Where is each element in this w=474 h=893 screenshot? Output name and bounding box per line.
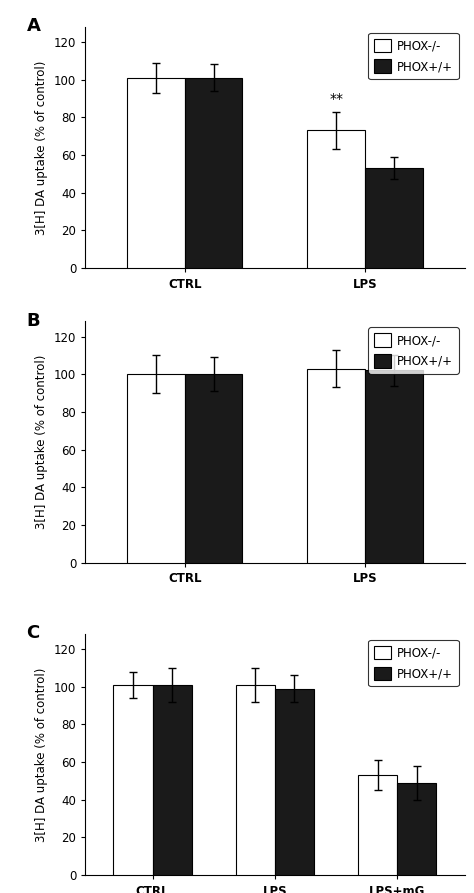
Y-axis label: 3[H] DA uptake (% of control): 3[H] DA uptake (% of control) <box>36 355 48 530</box>
Text: B: B <box>27 312 40 330</box>
Bar <box>185 374 242 563</box>
Y-axis label: 3[H] DA uptake (% of control): 3[H] DA uptake (% of control) <box>36 667 48 842</box>
Bar <box>127 374 185 563</box>
Y-axis label: 3[H] DA uptake (% of control): 3[H] DA uptake (% of control) <box>36 60 48 235</box>
Bar <box>153 685 192 875</box>
Bar <box>358 775 397 875</box>
Text: C: C <box>27 624 40 642</box>
Bar <box>113 685 153 875</box>
Legend: PHOX-/-, PHOX+/+: PHOX-/-, PHOX+/+ <box>368 33 459 79</box>
Text: A: A <box>27 17 40 35</box>
Legend: PHOX-/-, PHOX+/+: PHOX-/-, PHOX+/+ <box>368 328 459 374</box>
Bar <box>365 371 423 563</box>
Bar <box>127 78 185 268</box>
Text: **: ** <box>329 92 343 106</box>
Bar <box>308 130 365 268</box>
Bar <box>365 168 423 268</box>
Legend: PHOX-/-, PHOX+/+: PHOX-/-, PHOX+/+ <box>368 640 459 687</box>
Bar <box>275 689 314 875</box>
Bar <box>397 783 437 875</box>
Bar <box>185 78 242 268</box>
Bar <box>236 685 275 875</box>
Bar <box>308 369 365 563</box>
